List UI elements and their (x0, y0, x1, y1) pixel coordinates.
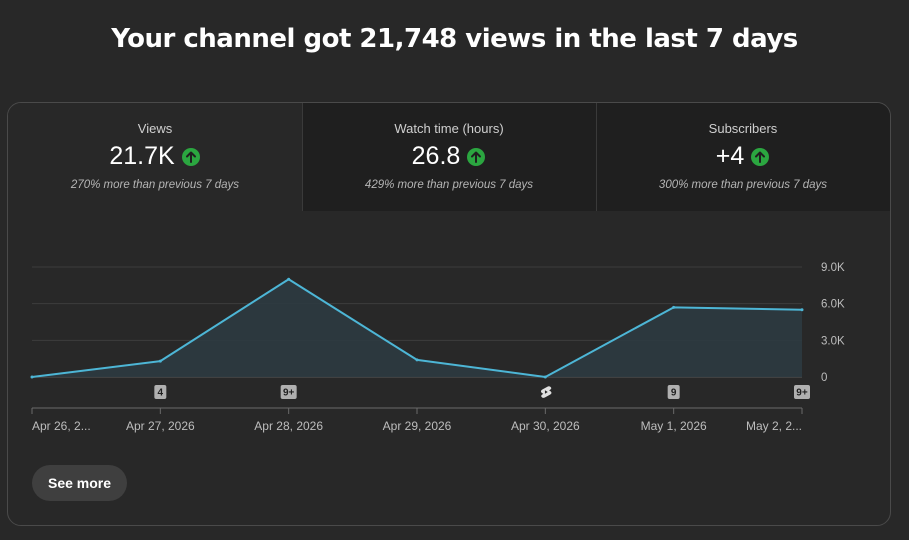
y-tick-label: 6.0K (821, 299, 845, 311)
see-more-button[interactable]: See more (32, 465, 128, 501)
video-count-label: 9 (671, 388, 677, 399)
x-tick-label: May 1, 2026 (641, 419, 707, 433)
tab-comparison: 429% more than previous 7 days (364, 179, 534, 191)
x-tick-label: Apr 29, 2026 (383, 419, 452, 433)
tab-label: Views (137, 121, 173, 136)
data-point (158, 359, 162, 363)
tab-label: Subscribers (708, 121, 778, 136)
x-tick-label: Apr 28, 2026 (254, 419, 323, 433)
video-count-label: 9+ (796, 388, 808, 399)
x-tick-label: Apr 27, 2026 (126, 419, 195, 433)
video-count-marker (667, 385, 680, 399)
video-count-marker (794, 385, 810, 399)
tab-value: 21.7K (109, 142, 175, 170)
video-count-marker (154, 385, 167, 399)
arrow-up-circle-icon (751, 147, 770, 166)
x-tick-label: Apr 26, 2... (32, 419, 91, 433)
x-tick-label: May 2, 2... (746, 419, 802, 433)
area-fill (32, 279, 802, 377)
x-tick-label: Apr 30, 2026 (511, 419, 580, 433)
shorts-icon[interactable] (540, 386, 552, 398)
tab-comparison: 270% more than previous 7 days (70, 179, 240, 191)
tab-watch-time[interactable]: Watch time (hours) 26.8 429% more than p… (302, 103, 596, 211)
arrow-up-circle-icon (467, 147, 486, 166)
tab-value: 26.8 (411, 142, 461, 170)
y-tick-label: 0 (821, 372, 827, 384)
video-count-label: 9+ (283, 388, 295, 399)
video-count-label: 4 (158, 388, 164, 399)
metric-tabs: Views 21.7K 270% more than previous 7 da… (8, 103, 890, 211)
tab-views[interactable]: Views 21.7K 270% more than previous 7 da… (8, 103, 302, 211)
analytics-card: Views 21.7K 270% more than previous 7 da… (7, 102, 891, 526)
tab-value: +4 (715, 142, 745, 170)
arrow-up-circle-icon (181, 147, 200, 166)
data-point (415, 358, 419, 362)
data-point (800, 308, 804, 312)
page-title: Your channel got 21,748 views in the las… (111, 24, 798, 54)
y-tick-label: 9.0K (821, 262, 845, 274)
video-count-marker (280, 385, 297, 399)
y-tick-label: 3.0K (821, 335, 845, 347)
data-point (672, 305, 676, 309)
data-point (30, 375, 34, 379)
tab-subscribers[interactable]: Subscribers +4 300% more than previous 7… (596, 103, 890, 211)
tab-comparison: 300% more than previous 7 days (658, 179, 828, 191)
tab-label: Watch time (hours) (394, 121, 504, 136)
views-chart: 9.0K 6.0K 3.0K 0 4 9+ 9 9+ Apr 26, 2... Apr 27, 2… (30, 262, 845, 433)
data-point (543, 375, 547, 379)
data-point (287, 277, 291, 281)
